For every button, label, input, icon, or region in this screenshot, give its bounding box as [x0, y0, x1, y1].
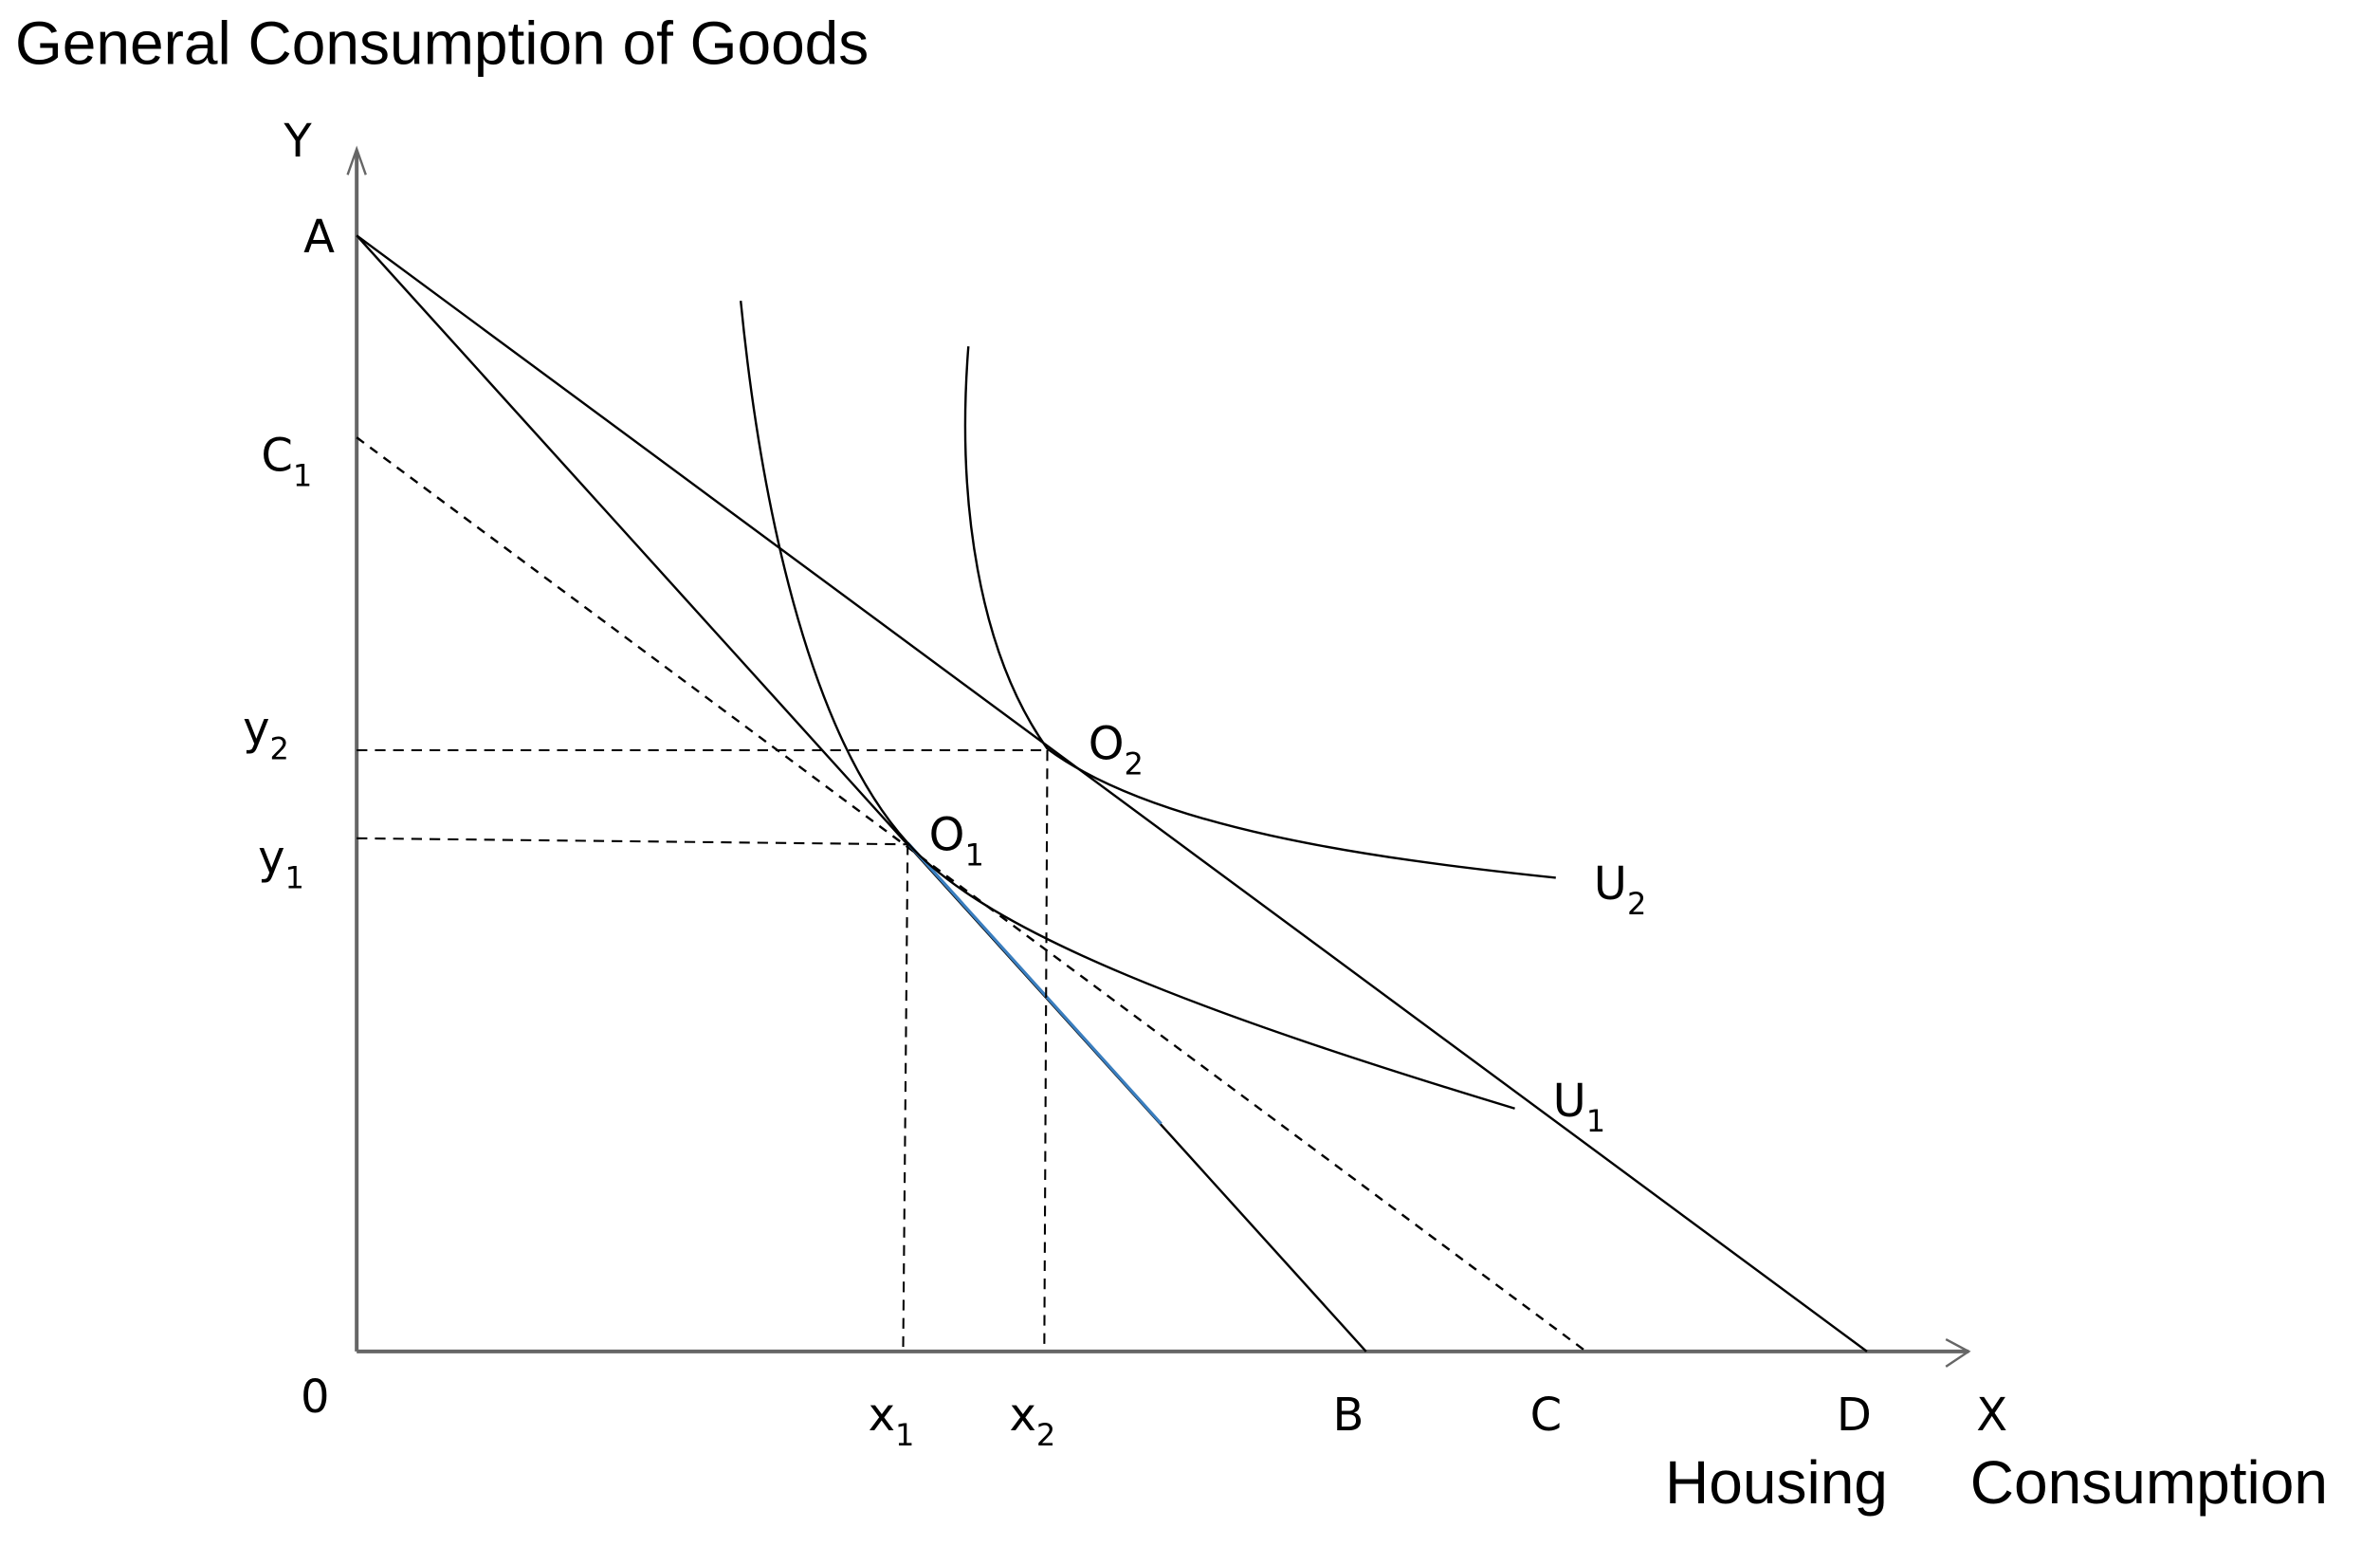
x-axis-label: X: [1976, 1389, 2007, 1442]
label-D: D: [1837, 1389, 1872, 1442]
label-O2: O2: [1089, 718, 1144, 782]
label-y1: y1: [258, 832, 304, 896]
label-C1: C1: [261, 429, 312, 493]
x-axis-title-consumption: Consumption: [1970, 1448, 2328, 1517]
label-x2: x2: [1010, 1389, 1056, 1453]
x-axis-title-housing: Housing: [1665, 1448, 1888, 1517]
budget-line-C1C: [356, 436, 1587, 1353]
axes: [346, 145, 1971, 1368]
label-U2: U2: [1594, 857, 1647, 922]
curve-U1: [739, 301, 1515, 1110]
y-axis-label: Y: [283, 115, 312, 168]
chart-title: General Consumption of Goods: [15, 9, 869, 77]
label-O1: O1: [929, 809, 984, 874]
label-C: C: [1530, 1389, 1563, 1442]
budget-lines: [356, 234, 1868, 1353]
label-U1: U1: [1553, 1075, 1606, 1139]
label-x1: x1: [869, 1389, 915, 1453]
label-y2: y2: [243, 703, 289, 767]
guide-lines: [357, 748, 1049, 1352]
budget-line-AD: [356, 234, 1868, 1353]
indifference-curves: [739, 301, 1556, 1110]
curve-U2: [963, 346, 1556, 879]
origin-label: 0: [301, 1371, 330, 1424]
budget-line-AB: [356, 234, 1367, 1353]
highlight-segment: [906, 841, 1163, 1125]
label-B: B: [1332, 1389, 1364, 1442]
label-A: A: [303, 211, 335, 264]
